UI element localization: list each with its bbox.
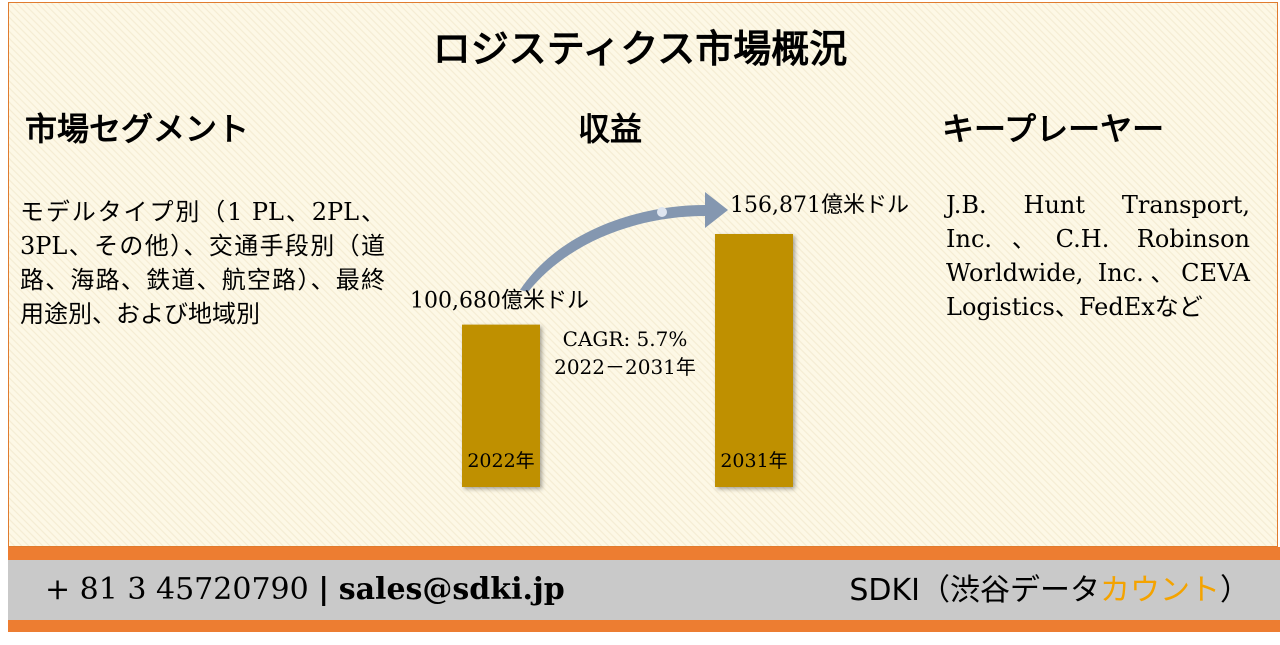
- players-text: J.B. Hunt Transport, Inc.、C.H. Robinson …: [946, 191, 1250, 321]
- title: ロジスティクス市場概況: [432, 26, 848, 71]
- separator: |: [318, 572, 330, 607]
- company-highlight: カウント: [1100, 573, 1220, 608]
- value-label: 100,680億米ドル: [410, 289, 589, 314]
- company-name: SDKI（渋谷データ: [849, 573, 1100, 608]
- phone: + 81 3 45720790: [45, 572, 309, 607]
- bar: [462, 324, 540, 487]
- panel: [8, 2, 1278, 547]
- chart-title: 収益: [578, 110, 643, 148]
- arrow: [520, 192, 728, 292]
- email: sales@sdki.jp: [338, 572, 565, 607]
- footer: [8, 560, 1280, 620]
- contact: + 81 3 45720790 | sales@sdki.jp: [45, 572, 565, 607]
- value-label: 156,871億米ドル: [730, 193, 909, 218]
- annotation: 2022－2031年: [554, 355, 696, 379]
- category-label: 2022年: [467, 450, 534, 472]
- category-label: 2031年: [720, 450, 787, 472]
- company-end: ）: [1220, 573, 1250, 608]
- footer-band: [8, 547, 1280, 560]
- segments-text: モデルタイプ別（1 PL、2PL、3PL、その他）、交通手段別（道路、海路、鉄道…: [20, 198, 385, 328]
- segments-heading: 市場セグメント: [25, 110, 250, 148]
- players-heading: キープレーヤー: [942, 110, 1165, 148]
- company: SDKI（渋谷データカウント）: [849, 565, 1250, 609]
- footer-band: [8, 620, 1280, 632]
- arrow-dot: [657, 207, 667, 217]
- annotation: CAGR: 5.7%: [563, 327, 688, 351]
- bar: [715, 234, 793, 487]
